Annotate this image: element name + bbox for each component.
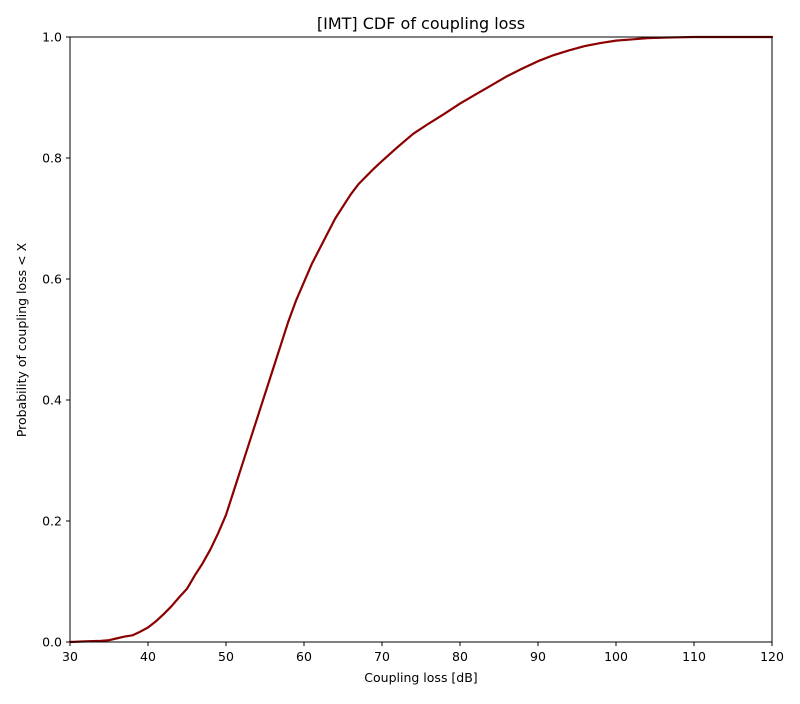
x-axis-label: Coupling loss [dB] — [364, 670, 477, 685]
y-tick-label: 0.6 — [42, 272, 62, 287]
x-tick-label: 100 — [604, 649, 628, 664]
x-tick-label: 30 — [62, 649, 78, 664]
x-tick-label: 80 — [452, 649, 468, 664]
plot-frame — [69, 36, 773, 643]
x-tick-label: 110 — [682, 649, 706, 664]
y-axis-label: Probability of coupling loss < X — [14, 242, 29, 437]
x-tick-label: 50 — [218, 649, 234, 664]
plot-area — [69, 36, 773, 643]
y-tick-label: 0.4 — [42, 393, 62, 408]
x-axis: 30 40 50 60 70 80 90 100 110 120 — [62, 642, 784, 664]
x-tick-label: 60 — [296, 649, 312, 664]
series-layer — [68, 35, 774, 644]
y-tick-label: 0.8 — [42, 151, 62, 166]
x-tick-label: 120 — [760, 649, 784, 664]
x-tick-label: 70 — [374, 649, 390, 664]
x-tick-label: 90 — [530, 649, 546, 664]
y-axis: 0.0 0.2 0.4 0.6 0.8 1.0 — [42, 30, 70, 650]
y-tick-label: 0.2 — [42, 514, 62, 529]
y-tick-label: 0.0 — [42, 635, 62, 650]
y-tick-label: 1.0 — [42, 30, 62, 45]
chart-title: [IMT] CDF of coupling loss — [317, 14, 525, 33]
cdf-series-line — [68, 35, 774, 644]
x-tick-label: 40 — [140, 649, 156, 664]
